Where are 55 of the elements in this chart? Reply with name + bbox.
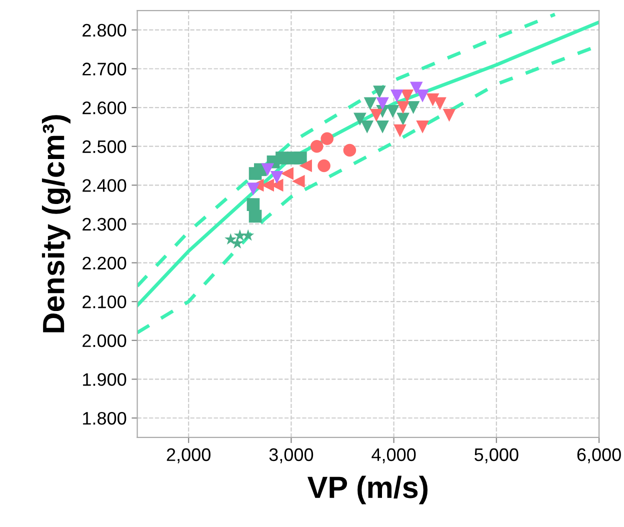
point — [261, 163, 274, 176]
line-series — [137, 12, 557, 288]
y-tick-label: 2.600 — [82, 101, 126, 114]
point — [394, 124, 406, 138]
point — [294, 152, 307, 164]
point — [400, 90, 414, 102]
point — [396, 112, 410, 126]
point — [248, 210, 262, 223]
x-axis-title: VP (m/s) — [308, 476, 428, 504]
y-tick-label: 2.800 — [82, 24, 126, 37]
point — [318, 159, 330, 172]
point — [426, 93, 440, 106]
x-tick-label: 6,000 — [577, 448, 621, 464]
y-axis-title: Density (g/cm³) — [42, 115, 71, 332]
point — [270, 171, 284, 184]
point — [320, 132, 334, 146]
y-tick-label: 1.800 — [83, 412, 126, 425]
point — [434, 97, 446, 110]
point — [246, 198, 260, 211]
point — [416, 90, 429, 102]
point — [280, 167, 294, 180]
point — [299, 159, 312, 172]
point — [224, 233, 237, 245]
y-tick-label: 2.200 — [82, 256, 126, 270]
point — [364, 97, 377, 110]
point — [242, 229, 254, 241]
x-tick-label: 4,000 — [372, 448, 416, 464]
point — [390, 90, 404, 102]
point — [310, 140, 324, 153]
point — [376, 120, 389, 134]
point — [292, 174, 305, 188]
point — [442, 108, 456, 122]
point — [246, 182, 260, 196]
y-tick-label: 2.500 — [82, 140, 126, 154]
x-tick-label: 2,000 — [166, 448, 210, 464]
point — [386, 105, 400, 118]
point — [343, 144, 356, 157]
y-tick-label: 2.700 — [82, 62, 126, 76]
point — [416, 120, 429, 134]
point — [360, 120, 374, 134]
y-tick-label: 2.300 — [82, 218, 126, 231]
point — [370, 108, 383, 122]
y-tick-label: 2.100 — [82, 296, 126, 308]
point — [396, 101, 410, 114]
y-tick-label: 2.000 — [82, 334, 126, 348]
point — [354, 112, 366, 126]
y-tick-label: 2.400 — [82, 179, 126, 192]
point — [406, 101, 420, 114]
point — [376, 97, 389, 110]
point — [410, 82, 423, 95]
point — [373, 86, 386, 98]
y-tick-label: 1.900 — [83, 373, 126, 386]
line-series — [137, 20, 600, 308]
x-tick-label: 5,000 — [474, 448, 518, 464]
x-tick-label: 3,000 — [269, 448, 314, 464]
